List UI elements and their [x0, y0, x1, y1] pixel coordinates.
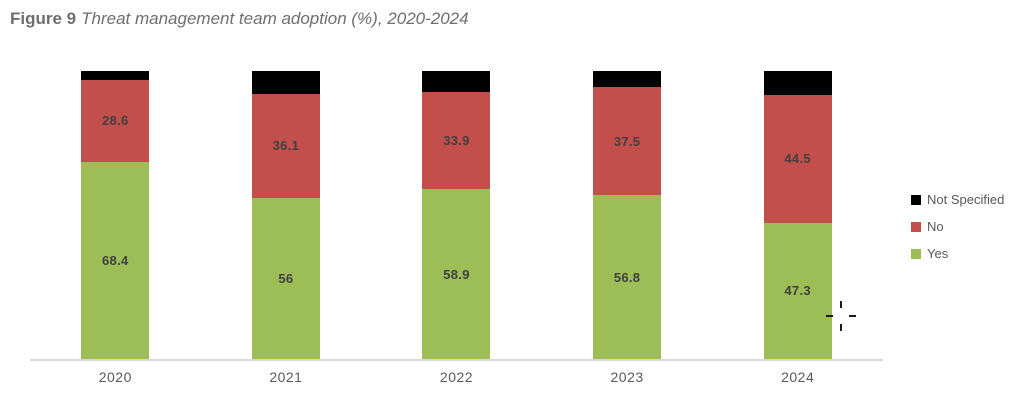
bar-value-label: 36.1	[272, 138, 300, 154]
x-axis-label-2021: 2021	[269, 369, 303, 385]
x-axis-label-2020: 2020	[98, 369, 132, 385]
bar-value-label: 37.5	[613, 133, 641, 149]
x-axis-labels: 2020 2021 2022 2023 2024	[30, 369, 883, 385]
legend-item-yes: Yes	[911, 246, 1004, 261]
bar-segment-yes-2020: 68.4	[81, 161, 150, 359]
bar-segment-yes-2023: 56.8	[593, 195, 662, 359]
stacked-bar-2024: 44.5 47.3	[763, 71, 832, 359]
bar-segment-not-specified-2023	[593, 71, 662, 88]
bar-segment-not-specified-2020	[81, 71, 150, 80]
legend-swatch-not-specified	[911, 194, 921, 205]
chart-legend: Not Specified No Yes	[911, 192, 1004, 261]
bar-value-label: 68.4	[102, 252, 129, 268]
x-axis-label-2023: 2023	[610, 369, 644, 385]
x-axis-label-2024: 2024	[781, 369, 815, 385]
stacked-bar-2020: 28.6 68.4	[81, 71, 150, 359]
bar-value-label: 47.3	[784, 283, 811, 299]
legend-label-yes: Yes	[927, 246, 949, 261]
legend-label-not-specified: Not Specified	[927, 192, 1005, 207]
bar-segment-not-specified-2021	[251, 71, 320, 94]
legend-item-not-specified: Not Specified	[911, 192, 1004, 207]
bar-segment-no-2023: 37.5	[593, 87, 662, 196]
bar-value-label: 58.9	[443, 266, 470, 282]
legend-swatch-yes	[911, 248, 921, 259]
x-axis-label-2022: 2022	[439, 369, 474, 385]
bar-value-label: 56.8	[613, 269, 641, 285]
figure-title-text: Threat management team adoption (%), 202…	[81, 9, 469, 28]
legend-item-no: No	[911, 219, 1004, 234]
bar-value-label: 44.5	[784, 151, 811, 167]
bar-column-2021: 36.1 56	[201, 71, 372, 359]
bar-column-2023: 37.5 56.8	[542, 71, 713, 359]
bar-value-label: 56	[278, 270, 294, 286]
bar-value-label: 33.9	[443, 133, 470, 149]
stacked-bar-2023: 37.5 56.8	[593, 71, 662, 359]
bar-segment-no-2022: 33.9	[422, 91, 491, 190]
crosshair-cursor-icon	[826, 301, 856, 331]
legend-swatch-no	[911, 221, 921, 232]
bar-segment-no-2020: 28.6	[81, 79, 150, 162]
bar-value-label: 28.6	[102, 113, 129, 129]
bar-segment-not-specified-2024	[763, 71, 832, 95]
figure-title: Figure 9 Threat management team adoption …	[10, 9, 469, 29]
stacked-bar-2021: 36.1 56	[251, 71, 320, 359]
bar-segment-no-2021: 36.1	[251, 93, 320, 198]
bar-segment-no-2024: 44.5	[763, 94, 832, 223]
bar-segment-yes-2021: 56	[251, 197, 320, 359]
bar-segment-yes-2024: 47.3	[763, 222, 832, 359]
bar-column-2020: 28.6 68.4	[30, 71, 201, 359]
bar-column-2024: 44.5 47.3	[712, 71, 883, 359]
plot-area: 28.6 68.4 36.1 56 33.9 58.9 37.5 56.8 44.5 47.3	[30, 71, 883, 361]
figure-label: Figure 9	[10, 9, 77, 28]
stacked-bar-2022: 33.9 58.9	[422, 71, 491, 359]
legend-label-no: No	[927, 219, 944, 234]
bar-segment-yes-2022: 58.9	[422, 189, 491, 359]
bar-segment-not-specified-2022	[422, 71, 491, 92]
bar-column-2022: 33.9 58.9	[371, 71, 542, 359]
